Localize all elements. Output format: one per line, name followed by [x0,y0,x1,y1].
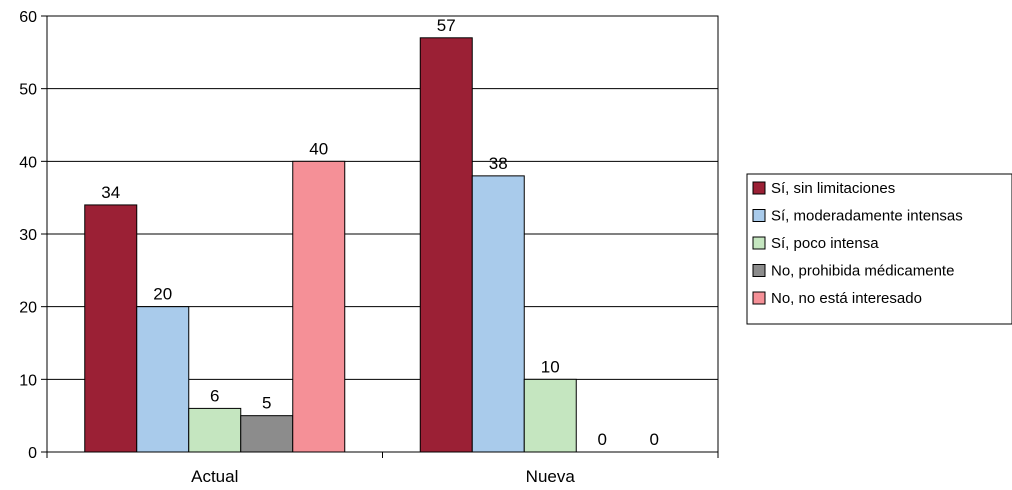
bar [136,306,190,453]
y-tick-label: 30 [19,227,37,244]
legend-entry: Sí, moderadamente intensas [771,208,963,225]
data-label: 34 [101,183,120,202]
data-label: 0 [598,430,607,449]
x-tick-label: Actual [191,467,238,486]
legend-swatch [752,209,766,222]
data-labels: 34 20 6 5 40 57 38 10 0 0 [101,16,659,449]
data-label: 40 [309,139,328,158]
bar [188,407,242,453]
bars [84,37,577,453]
y-tick-label: 20 [19,300,37,317]
y-tick-label: 10 [19,372,37,389]
y-tick-label: 50 [19,82,37,99]
bar [292,160,346,453]
legend-entry: Sí, poco intensa [771,235,879,252]
y-tick-label: 0 [28,445,37,462]
x-tick-label: Nueva [526,467,576,486]
bar [84,204,138,453]
y-tick-labels: 0 10 20 30 40 50 60 [19,9,37,462]
y-tick-label: 40 [19,154,37,171]
legend: Sí, sin limitaciones Sí, moderadamente in… [746,173,1012,325]
data-label: 5 [262,394,271,413]
data-label: 57 [437,16,456,35]
bar [419,37,473,453]
axes [41,15,719,458]
data-label: 6 [210,386,219,405]
legend-box [746,173,1012,325]
bar [471,175,525,453]
x-tick-labels: Actual Nueva [191,467,575,486]
y-tick-label: 60 [19,9,37,26]
bar [240,415,294,453]
legend-swatch [752,236,766,250]
legend-entry: Sí, sin limitaciones [771,180,895,197]
legend-entry: No, prohibida médicamente [771,263,954,280]
legend-entry: No, no está interesado [771,290,922,307]
data-label: 0 [650,430,659,449]
legend-swatch [752,291,766,305]
bar [523,378,577,453]
legend-swatch [752,181,766,195]
data-label: 20 [153,285,172,304]
data-label: 10 [541,357,560,376]
data-label: 38 [489,154,508,173]
legend-swatch [752,264,766,277]
